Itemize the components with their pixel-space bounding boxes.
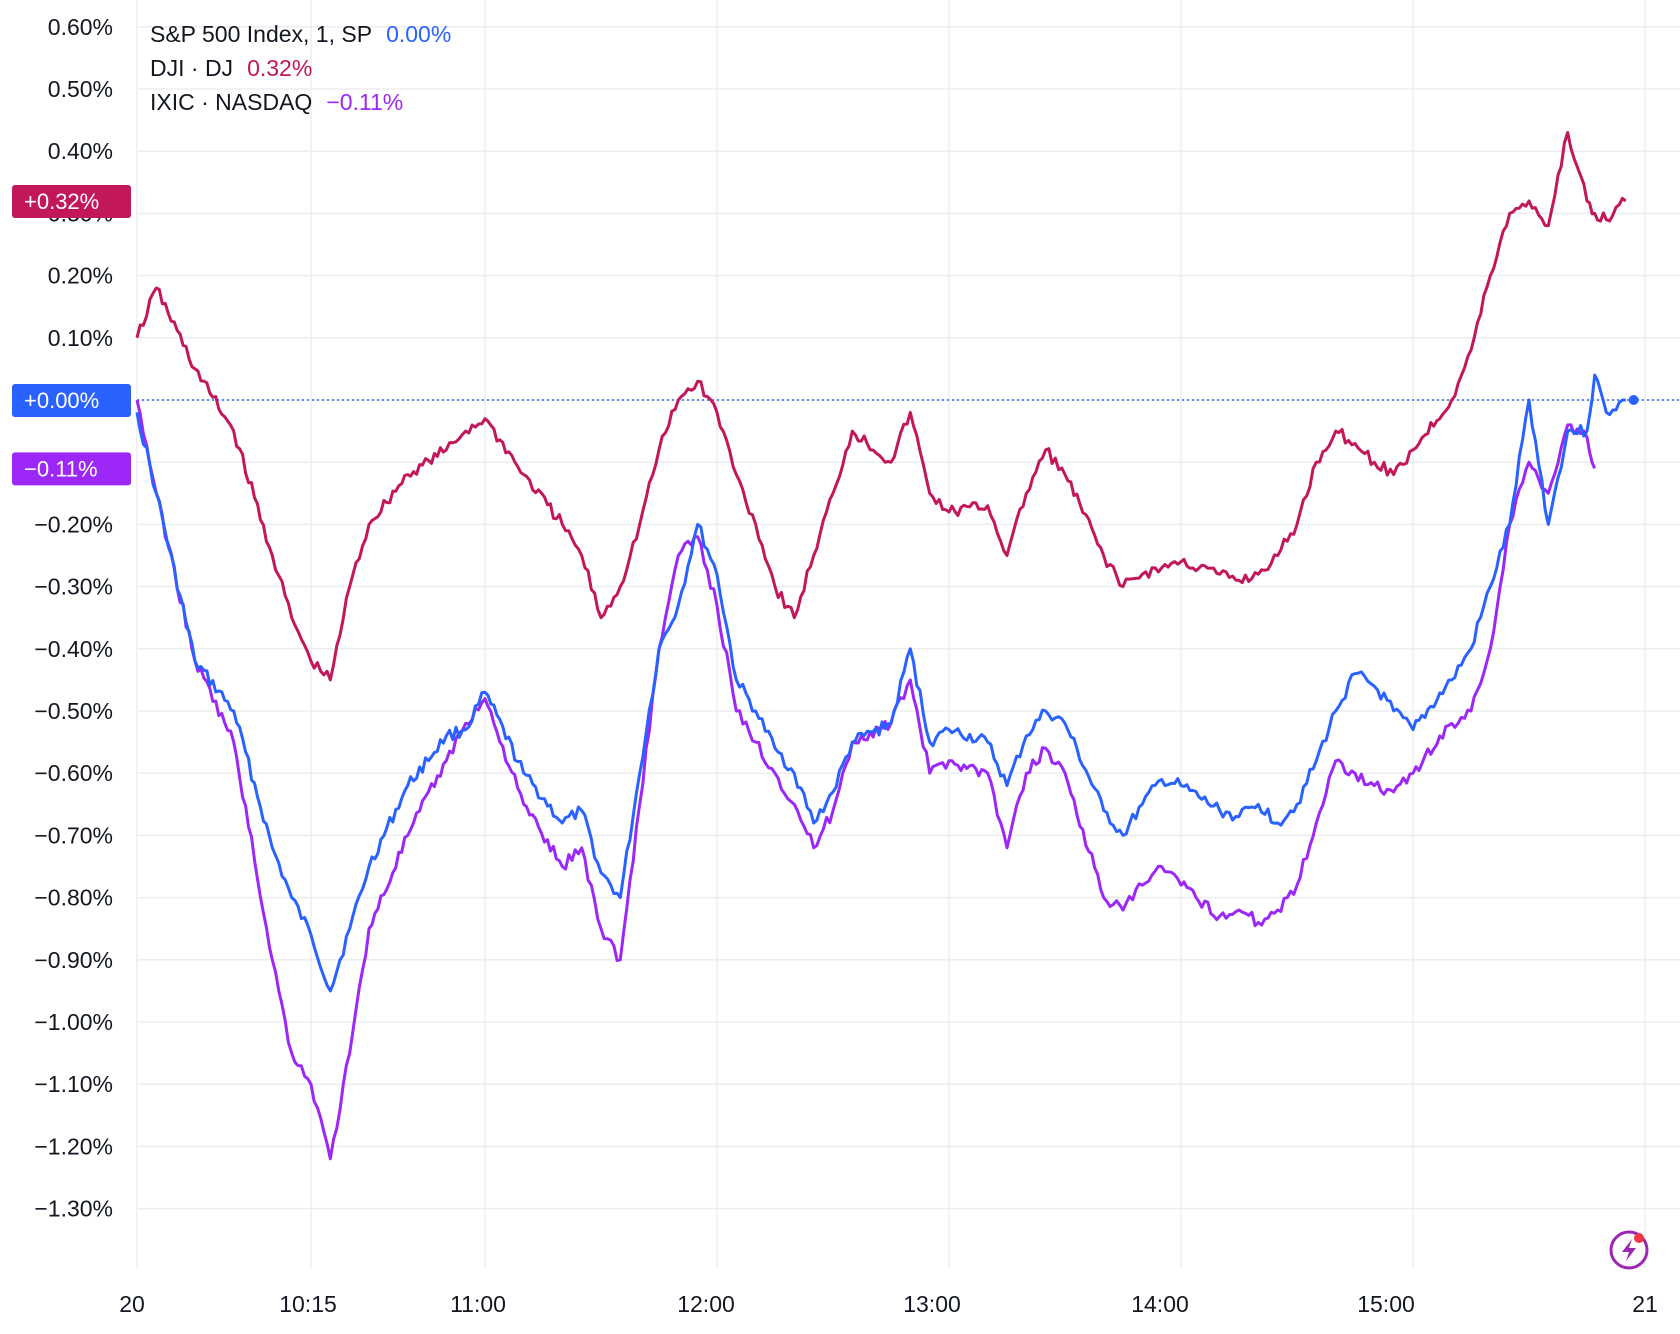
- y-tick-label: 0.40%: [48, 138, 113, 164]
- y-tick-label: −0.90%: [34, 947, 113, 973]
- legend-item[interactable]: DJI · DJ 0.32%: [150, 55, 312, 81]
- price-badge: −0.11%: [12, 452, 131, 486]
- legend-series-name: S&P 500 Index, 1, SP: [150, 21, 372, 47]
- price-badge-label: +0.32%: [24, 189, 99, 214]
- x-tick-label: 10:15: [279, 1291, 337, 1317]
- y-tick-label: 0.20%: [48, 263, 113, 289]
- y-tick-label: −0.60%: [34, 760, 113, 786]
- legend-series-name: IXIC · NASDAQ: [150, 89, 312, 115]
- legend-item[interactable]: S&P 500 Index, 1, SP 0.00%: [150, 21, 451, 47]
- x-tick-label: 14:00: [1131, 1291, 1189, 1317]
- legend-series-value: 0.32%: [247, 55, 312, 81]
- series-line: [135, 131, 1627, 682]
- x-tick-label: 12:00: [677, 1291, 735, 1317]
- series-line: [135, 373, 1626, 993]
- price-badges: +0.00% +0.32% −0.11%: [12, 184, 131, 486]
- x-tick-label: 21: [1632, 1291, 1658, 1317]
- series-last-point: [1628, 395, 1639, 405]
- price-badge-label: +0.00%: [24, 388, 99, 413]
- y-tick-label: −1.00%: [34, 1009, 113, 1035]
- chart-logo-icon[interactable]: [1609, 1230, 1649, 1270]
- y-tick-label: −0.40%: [34, 636, 113, 662]
- x-tick-label: 15:00: [1357, 1291, 1415, 1317]
- y-tick-label: 0.60%: [48, 14, 113, 40]
- y-tick-label: 0.10%: [48, 325, 113, 351]
- series-line: [135, 399, 1597, 1161]
- x-tick-label: 11:00: [450, 1291, 506, 1317]
- y-tick-label: −0.80%: [34, 885, 113, 911]
- y-tick-label: −0.50%: [34, 698, 113, 724]
- legend-item[interactable]: IXIC · NASDAQ −0.11%: [150, 89, 403, 115]
- y-axis-labels: 0.60%0.50%0.40%0.30%0.20%0.10%0.00%−0.10…: [34, 14, 113, 1222]
- x-tick-label: 20: [119, 1291, 145, 1317]
- grid-layer: [136, 0, 1680, 1268]
- y-tick-label: −0.30%: [34, 574, 113, 600]
- legend: S&P 500 Index, 1, SP 0.00% DJI · DJ 0.32% IX…: [150, 21, 451, 115]
- price-badge: +0.00%: [12, 384, 131, 417]
- price-badge-label: −0.11%: [24, 456, 98, 481]
- y-tick-label: −0.70%: [34, 822, 113, 848]
- x-tick-label: 13:00: [903, 1291, 961, 1317]
- x-axis-labels: 20 10:15 11:00 12:00 13:00 14:00 15:00 21: [119, 1291, 1658, 1317]
- legend-series-value: 0.00%: [386, 21, 451, 47]
- series-layer: [135, 131, 1639, 1161]
- y-tick-label: −1.20%: [34, 1133, 113, 1159]
- y-tick-label: −1.10%: [34, 1071, 113, 1097]
- y-tick-label: 0.50%: [48, 76, 113, 102]
- legend-series-name: DJI · DJ: [150, 55, 233, 81]
- y-tick-label: −0.20%: [34, 511, 113, 537]
- legend-series-value: −0.11%: [326, 89, 403, 115]
- price-badge: +0.32%: [12, 184, 131, 218]
- y-tick-label: −1.30%: [34, 1196, 113, 1222]
